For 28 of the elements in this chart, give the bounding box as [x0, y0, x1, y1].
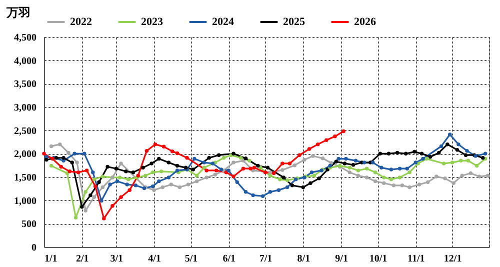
- y-tick-label: 2,500: [14, 126, 36, 137]
- x-tick-label: 5/1: [184, 254, 198, 264]
- y-tick-label: 1,000: [14, 196, 36, 207]
- y-tick-label: 0: [32, 242, 36, 254]
- y-axis-title: 万羽: [6, 6, 30, 20]
- legend-label: 2022: [70, 16, 92, 28]
- x-tick-label: 8/1: [297, 254, 310, 264]
- y-tick-label: 3,500: [14, 79, 36, 90]
- y-tick-label: 4,000: [14, 56, 36, 67]
- x-tick-label: 3/1: [110, 254, 124, 264]
- legend-label: 2023: [141, 16, 164, 28]
- x-tick-label: 4/1: [148, 254, 161, 264]
- y-tick-label: 2,000: [14, 149, 36, 160]
- x-tick-label: 10/1: [369, 254, 388, 264]
- x-tick-label: 9/1: [335, 254, 348, 264]
- x-tick-label: 1/1: [44, 254, 58, 264]
- y-tick-label: 4,500: [14, 32, 36, 44]
- y-tick-label: 500: [22, 219, 36, 230]
- x-tick-label: 2/1: [76, 254, 89, 264]
- x-tick-label: 6/1: [222, 254, 236, 264]
- legend-label: 2025: [283, 16, 306, 28]
- x-tick-label: 11/1: [408, 254, 425, 264]
- legend-label: 2026: [354, 16, 376, 28]
- y-tick-label: 1,500: [14, 172, 36, 184]
- x-tick-label: 7/1: [259, 254, 272, 264]
- legend-label: 2024: [212, 16, 234, 28]
- x-tick-label: 12/1: [444, 254, 462, 264]
- y-tick-label: 3,000: [14, 102, 36, 114]
